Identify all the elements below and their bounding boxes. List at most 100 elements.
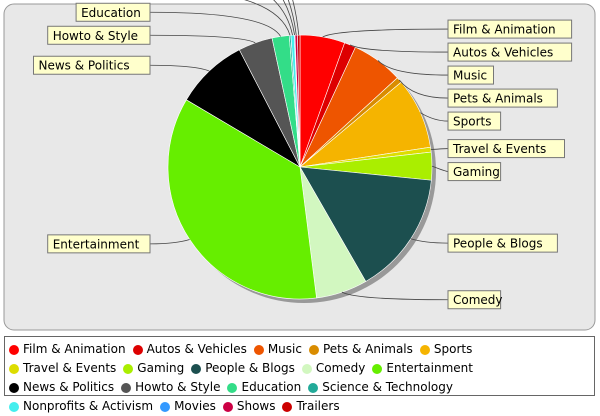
legend-label-8: Comedy	[315, 361, 366, 375]
leader-line-12	[149, 11, 281, 37]
leader-line-8	[341, 291, 449, 301]
chart-frame: Film & Animation Autos & Vehicles Music Pet…	[3, 0, 596, 413]
legend-label-16: Shows	[236, 399, 276, 413]
legend-label-5: Travel & Events	[23, 361, 117, 375]
legend-label-2: Music	[267, 342, 302, 356]
label-box-8	[447, 290, 502, 310]
label-box-3	[447, 88, 558, 108]
legend-swatch-0	[9, 344, 19, 355]
legend-swatch-10	[9, 382, 19, 393]
legend-label-0: Film & Animation	[23, 342, 126, 356]
legend-item-14: Nonprofits & Activism	[9, 397, 153, 416]
legend-swatch-6	[123, 363, 134, 374]
legend: Film & Animation Autos & Vehicles Music Pet…	[4, 336, 595, 413]
label-box-6	[447, 162, 502, 182]
leader-line-10	[149, 64, 210, 72]
slice-label-3: Pets & Animals	[453, 92, 543, 106]
label-box-12	[75, 2, 151, 22]
legend-label-12: Education	[241, 380, 302, 394]
legend-swatch-15	[160, 401, 171, 412]
leader-line-13	[243, 0, 291, 36]
legend-item-13: Science & Technology	[308, 378, 453, 397]
slice-label-8: Comedy	[453, 293, 503, 307]
legend-item-8: Comedy	[301, 359, 366, 378]
legend-swatch-2	[253, 344, 264, 355]
leader-line-15	[282, 0, 296, 36]
label-box-5	[447, 139, 565, 159]
legend-swatch-16	[222, 401, 233, 412]
leader-line-11	[149, 34, 256, 44]
label-box-10	[33, 55, 151, 75]
legend-item-1: Autos & Vehicles	[132, 340, 247, 359]
leader-line-1	[349, 44, 449, 53]
legend-swatch-14	[9, 401, 19, 412]
legend-swatch-17	[282, 401, 293, 412]
leader-line-5	[430, 148, 449, 151]
leader-line-4	[420, 112, 449, 122]
pie-slice-9	[167, 99, 317, 300]
label-box-9	[47, 234, 151, 254]
legend-item-5: Travel & Events	[9, 359, 116, 378]
slice-label-7: People & Blogs	[453, 237, 543, 251]
legend-item-2: Music	[253, 340, 302, 359]
legend-label-11: Howto & Style	[135, 380, 221, 394]
slice-label-11: Howto & Style	[53, 29, 138, 43]
legend-swatch-8	[301, 363, 312, 374]
legend-swatch-1	[132, 344, 143, 355]
leader-line-0	[322, 28, 449, 38]
legend-item-3: Pets & Animals	[308, 340, 413, 359]
slice-label-10: News & Politics	[39, 59, 130, 73]
slice-label-12: Education	[81, 6, 141, 20]
leader-line-16	[287, 0, 297, 36]
pie-slice-7	[299, 166, 432, 282]
legend-label-9: Entertainment	[386, 361, 473, 375]
legend-swatch-3	[308, 344, 319, 355]
label-box-0	[447, 19, 573, 39]
legend-item-10: News & Politics	[9, 378, 114, 397]
legend-swatch-11	[121, 382, 132, 393]
legend-swatch-7	[191, 363, 202, 374]
slice-label-1: Autos & Vehicles	[453, 46, 553, 60]
legend-label-15: Movies	[174, 399, 216, 413]
legend-swatch-12	[227, 382, 238, 393]
legend-label-17: Trailers	[296, 399, 340, 413]
label-box-4	[447, 111, 502, 131]
leader-line-9	[149, 239, 190, 245]
legend-label-10: News & Politics	[23, 380, 115, 394]
label-box-7	[447, 233, 558, 253]
legend-label-1: Autos & Vehicles	[146, 342, 247, 356]
legend-label-7: People & Blogs	[205, 361, 295, 375]
legend-item-17: Trailers	[282, 397, 340, 416]
label-box-2	[447, 65, 494, 85]
legend-swatch-5	[9, 363, 19, 374]
pie-chart: Film & Animation Autos & Vehicles Music Pet…	[3, 0, 596, 331]
label-box-1	[447, 42, 573, 62]
slice-label-9: Entertainment	[53, 237, 140, 251]
slice-label-0: Film & Animation	[453, 23, 556, 37]
label-box-11	[47, 25, 151, 45]
legend-label-6: Gaming	[137, 361, 185, 375]
legend-item-0: Film & Animation	[9, 340, 126, 359]
legend-swatch-13	[308, 382, 319, 393]
legend-item-4: Sports	[419, 340, 473, 359]
leader-line-2	[377, 60, 449, 76]
legend-item-15: Movies	[160, 397, 216, 416]
legend-item-7: People & Blogs	[191, 359, 295, 378]
legend-item-9: Entertainment	[372, 359, 473, 378]
leader-line-17	[292, 0, 300, 36]
legend-item-11: Howto & Style	[121, 378, 220, 397]
legend-item-12: Education	[227, 378, 301, 397]
slice-label-6: Gaming	[453, 165, 500, 179]
slice-label-4: Sports	[453, 115, 491, 129]
leader-line-7	[410, 238, 449, 244]
legend-swatch-4	[419, 344, 430, 355]
slice-label-2: Music	[453, 69, 487, 83]
legend-label-4: Sports	[433, 342, 473, 356]
legend-swatch-9	[372, 363, 383, 374]
legend-items: Film & Animation Autos & Vehicles Music Pet…	[9, 340, 590, 416]
legend-label-14: Nonprofits & Activism	[23, 399, 154, 413]
leader-line-14	[273, 0, 293, 36]
legend-label-13: Science & Technology	[322, 380, 453, 394]
legend-item-16: Shows	[222, 397, 276, 416]
leader-line-3	[398, 79, 449, 99]
